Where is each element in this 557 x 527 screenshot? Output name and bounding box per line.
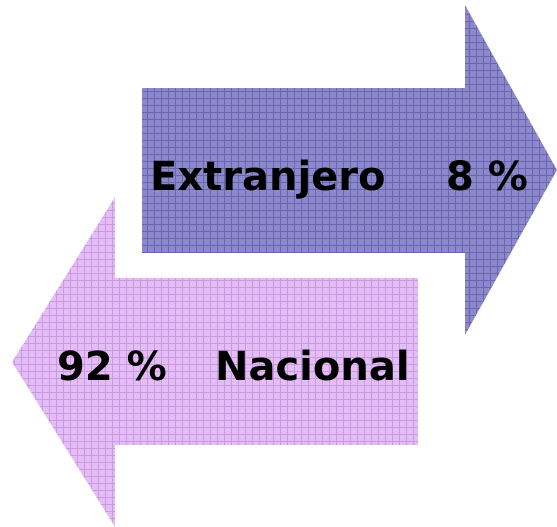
label: Nacional xyxy=(215,344,410,390)
arrow-left xyxy=(12,197,418,527)
label: Extranjero xyxy=(150,154,386,200)
arrow-right xyxy=(142,5,557,335)
value: 8 % xyxy=(446,154,528,200)
value: 92 % xyxy=(57,344,167,390)
